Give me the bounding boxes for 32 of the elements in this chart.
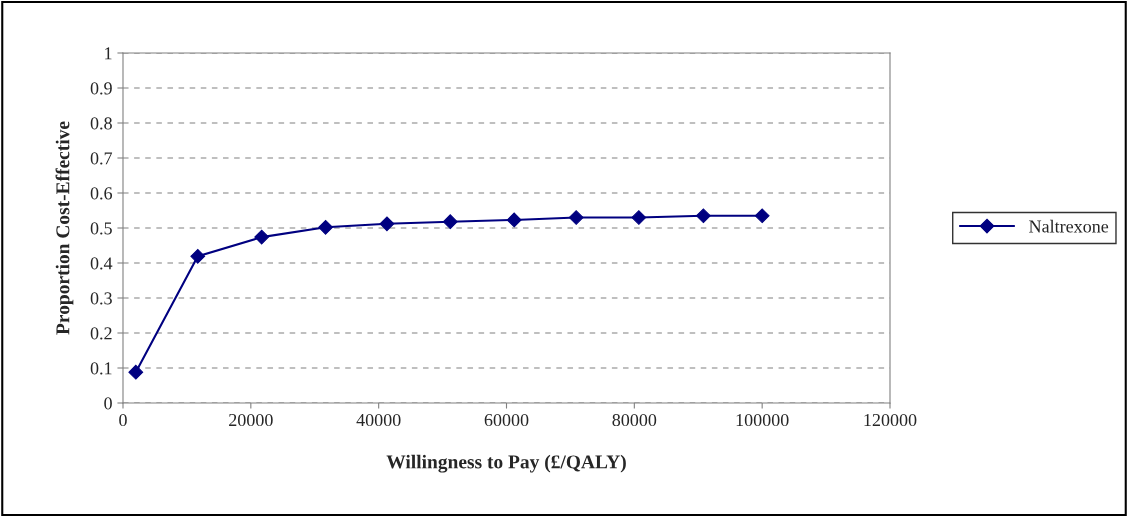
point	[695, 208, 711, 224]
point	[190, 248, 206, 264]
y-tick-label: 0.3	[90, 292, 112, 305]
legend-label: Naltrexone	[1029, 219, 1109, 233]
point	[442, 214, 458, 230]
point	[318, 219, 334, 235]
x-tick-label: 20000	[229, 413, 273, 427]
y-tick-label: 0.2	[90, 327, 112, 340]
y-tick-label: 0.5	[90, 222, 112, 235]
point	[506, 212, 522, 228]
point	[631, 210, 647, 225]
y-tick-label: 1	[105, 47, 112, 60]
x-tick-label: 0	[119, 413, 127, 427]
x-tick-label: 60000	[484, 413, 529, 427]
y-tick-label: 0.7	[90, 152, 113, 165]
x-tick-label: 120000	[864, 413, 917, 427]
y-tick-label: 0.4	[90, 257, 113, 270]
point	[128, 364, 144, 380]
point	[254, 229, 270, 245]
x-axis-title: Willingness to Pay (£/QALY)	[386, 454, 626, 473]
y-tick-label: 0.9	[90, 82, 112, 95]
y-tick-label: 0	[104, 397, 112, 410]
x-tick-label: 40000	[356, 413, 401, 427]
x-tick-label: 100000	[736, 413, 789, 427]
point	[379, 216, 395, 232]
y-tick-label: 0.8	[90, 117, 112, 130]
point	[568, 210, 584, 225]
x-tick-label: 80000	[612, 413, 657, 427]
y-axis-title: Proportion Cost-Effective	[55, 121, 74, 335]
point	[754, 208, 770, 224]
y-tick-label: 0.1	[90, 362, 112, 375]
y-tick-label: 0.6	[90, 187, 113, 200]
